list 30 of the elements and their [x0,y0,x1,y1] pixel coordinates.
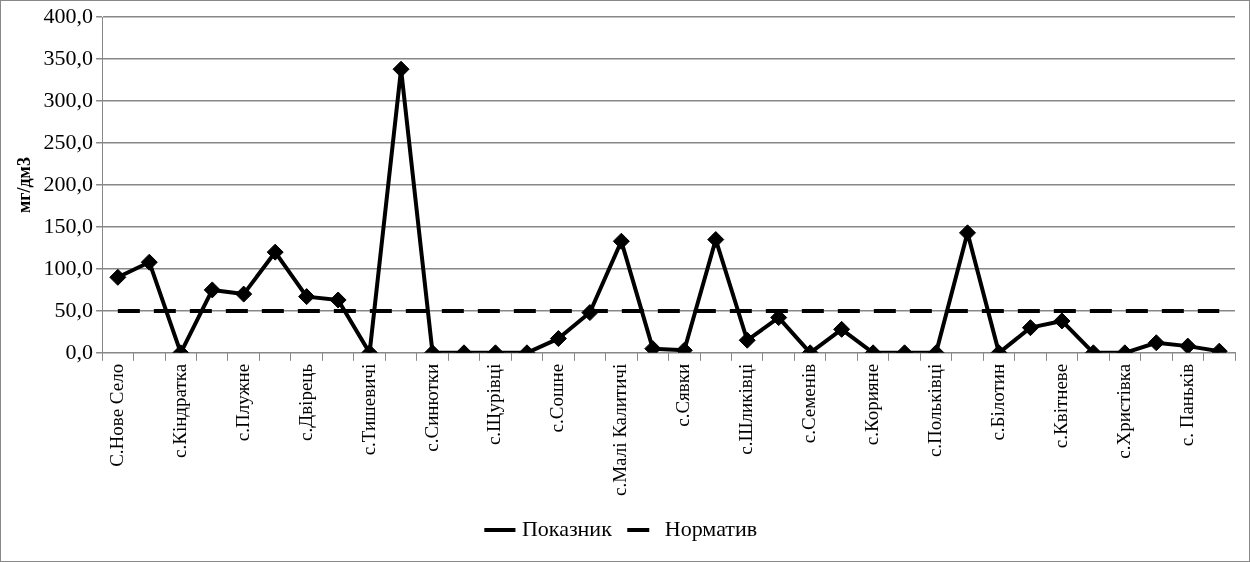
y-tick-label: 200,0 [43,170,94,196]
x-tick-label: с.Польківці [924,363,946,458]
legend-label: Норматив [664,515,758,541]
x-tick-label: С.Нове Село [105,363,127,467]
x-tick-label: с.Щурівці [483,363,505,446]
y-axis-title: мг/дм3 [14,157,35,213]
x-tick-label: с.Двірець [294,363,316,442]
x-tick-label: с.Білотин [986,363,1008,441]
x-tick-label: с.Сявки [672,363,694,427]
x-tick-label: с.Синютки [420,363,442,452]
x-tick-label: с.Тишевичі [357,363,379,456]
x-tick-label: с.Плужне [231,363,253,442]
x-tick-label: с.Кіндратка [168,363,190,458]
x-tick-label: с. Паньків [1175,363,1197,447]
y-tick-label: 0,0 [65,338,94,364]
x-tick-label: с.Семенів [798,363,820,444]
y-tick-label: 250,0 [43,128,94,154]
x-tick-label: с.Корияне [861,363,883,446]
x-tick-label: с.Квітневе [1049,363,1071,449]
x-tick-label: с.Христівка [1112,363,1134,459]
x-tick-label: с.Сошне [546,363,568,433]
y-tick-label: 50,0 [54,296,94,322]
y-tick-label: 400,0 [43,2,94,28]
y-tick-label: 350,0 [43,44,94,70]
y-tick-label: 150,0 [43,212,94,238]
y-tick-label: 300,0 [43,86,94,112]
y-tick-label: 100,0 [43,254,94,280]
legend-label: Показник [521,515,613,541]
x-tick-label: с.Шликівці [735,363,757,455]
x-tick-label: с.Малі Калитичі [609,363,631,497]
